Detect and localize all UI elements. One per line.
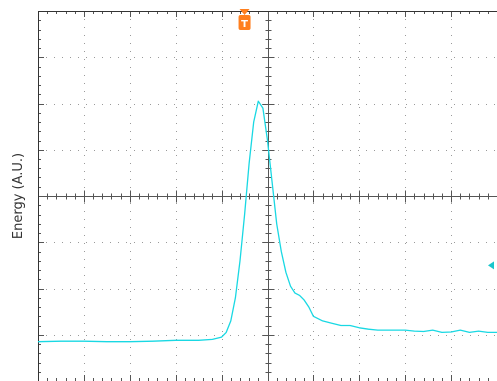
trigger-arrow-icon bbox=[239, 9, 250, 15]
energy-trace bbox=[37, 100, 497, 343]
trigger-label: T bbox=[241, 19, 248, 30]
trigger-badge bbox=[238, 15, 251, 30]
y-axis-label: Energy (A.U.) bbox=[11, 153, 26, 239]
trigger-marker: T bbox=[238, 9, 251, 30]
level-marker-icon bbox=[488, 261, 494, 270]
